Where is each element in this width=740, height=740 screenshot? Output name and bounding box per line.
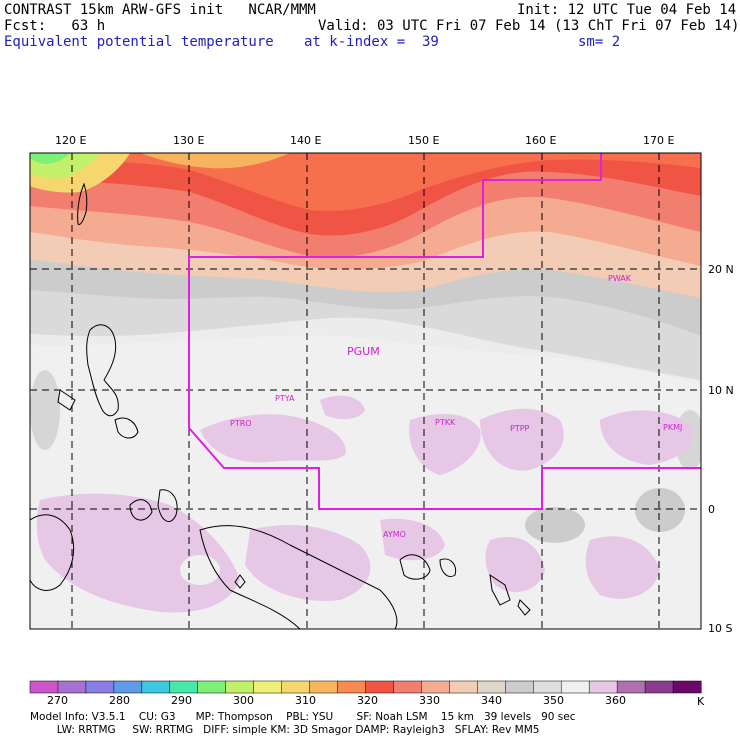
- lon-label-170: 170 E: [643, 134, 675, 147]
- graticule: [30, 153, 701, 629]
- colorbar-swatch: [616, 680, 646, 694]
- colorbar-swatch: [588, 680, 618, 694]
- colorbar-swatch: [477, 680, 506, 694]
- taiwan-coast: [77, 182, 88, 225]
- colorbar-label-310: 310: [295, 694, 316, 707]
- colorbar-swatch: [393, 680, 422, 694]
- colorbar-label-350: 350: [543, 694, 564, 707]
- station-pwak: PWAK: [608, 274, 632, 283]
- station-pkmj: PKMJ: [663, 423, 682, 432]
- theta-e-field: [30, 153, 701, 629]
- colorbar-label-290: 290: [171, 694, 192, 707]
- lon-label-120: 120 E: [55, 134, 87, 147]
- colorbar-label-330: 330: [419, 694, 440, 707]
- colorbar-swatch: [169, 680, 199, 694]
- lat-label-10s: 10 S: [708, 622, 733, 635]
- lat-label-10n: 10 N: [708, 384, 734, 397]
- colorbar-swatch: [57, 680, 87, 694]
- colorbar-label-270: 270: [47, 694, 68, 707]
- colorbar-swatch: [197, 680, 227, 694]
- forecast-zone-boundary: [188, 153, 701, 510]
- station-ptpp: PTPP: [510, 424, 530, 433]
- lon-label-150: 150 E: [408, 134, 440, 147]
- colorbar: [29, 680, 702, 694]
- colorbar-swatch: [29, 680, 59, 694]
- colorbar-swatch: [85, 680, 115, 694]
- station-labels: PGUM PWAK PTYA PTRO PTKK PTPP PKMJ AYMO: [230, 274, 682, 539]
- lat-label-eq: 0: [708, 503, 715, 516]
- valid-time: Valid: 03 UTC Fri 07 Feb 14 (13 ChT Fri …: [318, 18, 740, 34]
- map-frame: [29, 152, 702, 630]
- smoothing-info: sm= 2: [578, 34, 621, 50]
- station-pgum: PGUM: [347, 345, 380, 358]
- halmahera-coast: [157, 489, 178, 522]
- luzon-coast: [86, 324, 119, 417]
- field-name: Equivalent potential temperature: [4, 34, 274, 50]
- colorbar-unit: K: [697, 695, 705, 708]
- colorbar-label-320: 320: [357, 694, 378, 707]
- station-ptro: PTRO: [230, 419, 252, 428]
- colorbar-swatch: [505, 680, 534, 694]
- colorbar-swatch: [253, 680, 283, 694]
- colorbar-swatch: [141, 680, 171, 694]
- colorbar-label-280: 280: [109, 694, 130, 707]
- solomon-islands-coast: [489, 573, 511, 606]
- colorbar-swatch: [281, 680, 311, 694]
- colorbar-swatch: [672, 680, 702, 694]
- lon-label-140: 140 E: [290, 134, 322, 147]
- colorbar-swatch: [309, 680, 339, 694]
- colorbar-label-300: 300: [233, 694, 254, 707]
- level-info: at k-index = 39: [304, 34, 439, 50]
- station-ptya: PTYA: [275, 394, 295, 403]
- model-info-line2: LW: RRTMG SW: RRTMG DIFF: simple KM: 3D …: [30, 724, 540, 736]
- colorbar-swatch: [421, 680, 450, 694]
- colorbar-swatch: [113, 680, 143, 694]
- colorbar-swatch: [644, 680, 674, 694]
- lat-label-20n: 20 N: [708, 263, 734, 276]
- colorbar-swatch: [225, 680, 255, 694]
- colorbar-label-340: 340: [481, 694, 502, 707]
- model-title: CONTRAST 15km ARW-GFS init NCAR/MMM: [4, 2, 316, 18]
- colorbar-swatch: [533, 680, 562, 694]
- forecast-hour: Fcst: 63 h: [4, 18, 106, 34]
- new-guinea-coast: [199, 525, 398, 629]
- model-info-line1: Model Info: V3.5.1 CU: G3 MP: Thompson P…: [30, 711, 576, 723]
- station-aymo: AYMO: [383, 530, 406, 539]
- colorbar-swatch: [337, 680, 367, 694]
- colorbar-swatch: [560, 680, 590, 694]
- colorbar-swatch: [449, 680, 478, 694]
- station-ptkk: PTKK: [435, 418, 456, 427]
- lon-label-160: 160 E: [525, 134, 557, 147]
- colorbar-label-360: 360: [605, 694, 626, 707]
- init-time: Init: 12 UTC Tue 04 Feb 14: [517, 2, 737, 18]
- lon-label-130: 130 E: [173, 134, 205, 147]
- mindanao-coast: [114, 417, 139, 439]
- colorbar-swatch: [365, 680, 395, 694]
